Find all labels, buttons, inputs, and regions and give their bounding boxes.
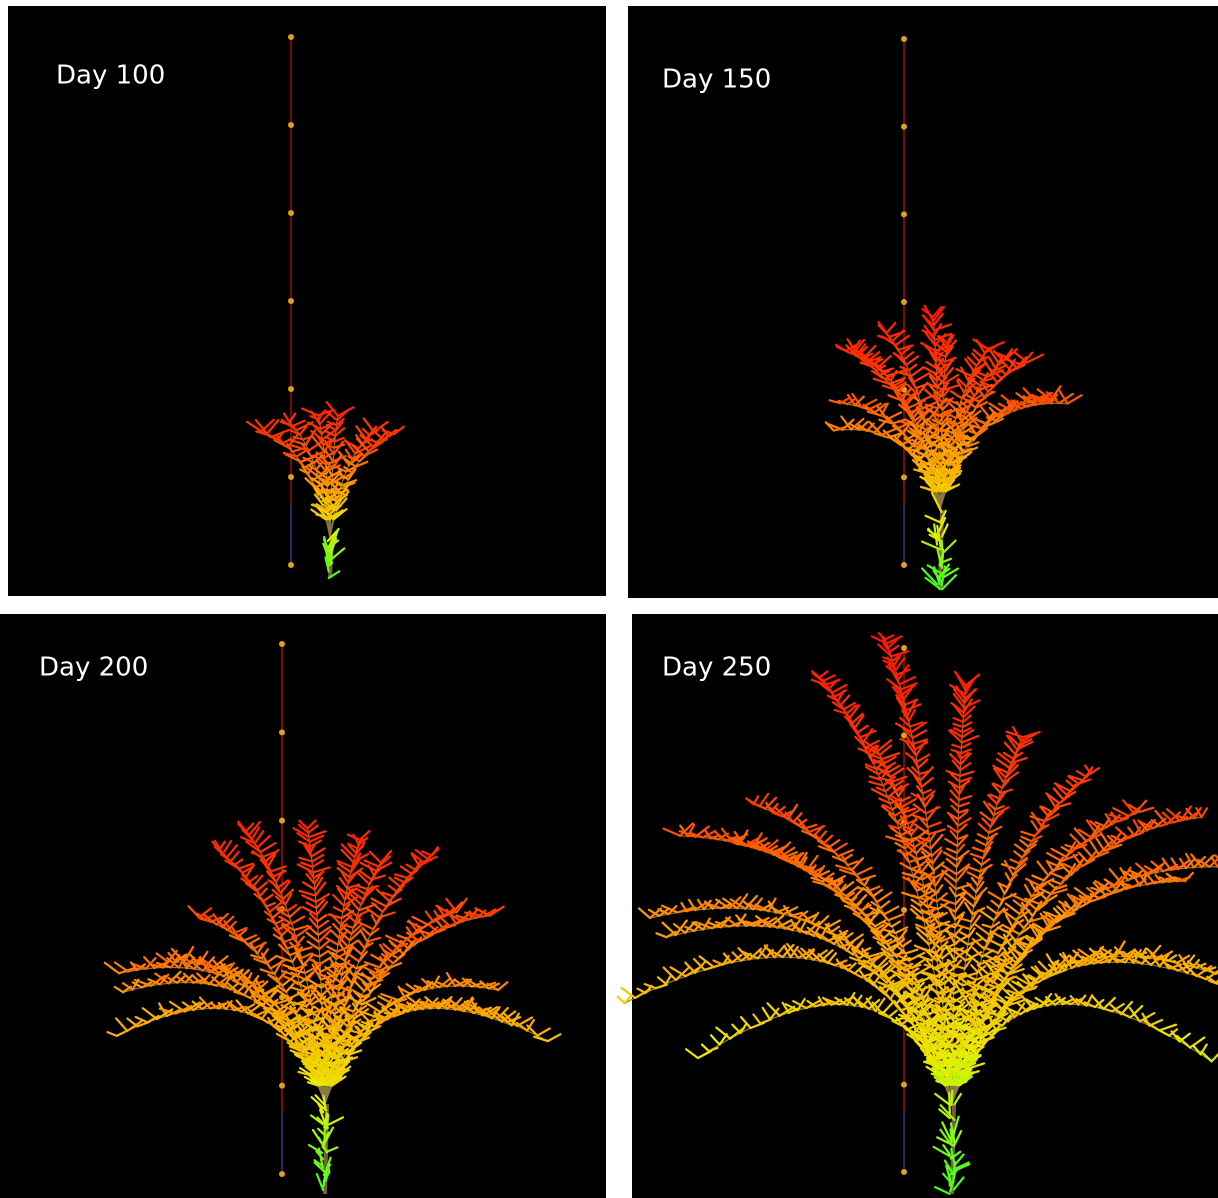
scale-dot — [279, 1083, 285, 1089]
scale-dot — [901, 645, 907, 651]
panel: Day 150 — [628, 6, 1218, 598]
panel-background — [628, 6, 1218, 598]
scale-dot — [901, 562, 907, 568]
panel-label: Day 200 — [39, 653, 148, 683]
scale-dot — [901, 36, 907, 42]
scale-dot — [901, 474, 907, 480]
scale-dot — [279, 1171, 285, 1177]
scale-dot — [901, 907, 907, 913]
figure: Day 100 Day 150 Day 200 Day 250 — [0, 0, 1218, 1198]
scale-dot — [288, 562, 294, 568]
panel-background — [8, 6, 606, 596]
panel-label: Day 250 — [662, 653, 771, 683]
scale-dot — [279, 818, 285, 824]
panel-background — [0, 614, 606, 1198]
scale-dot — [288, 210, 294, 216]
scale-dot — [279, 641, 285, 647]
scale-dot — [901, 299, 907, 305]
plant-leaves — [951, 1129, 953, 1139]
scale-dot — [288, 474, 294, 480]
scale-dot — [288, 122, 294, 128]
scale-dot — [288, 34, 294, 40]
scale-dot — [901, 211, 907, 217]
scale-dot — [279, 729, 285, 735]
plant-leaves — [949, 1093, 950, 1113]
panel-label: Day 100 — [56, 61, 165, 91]
scale-dot — [288, 386, 294, 392]
panel: Day 200 — [0, 614, 606, 1198]
panel: Day 100 — [8, 6, 606, 596]
scale-dot — [901, 732, 907, 738]
scale-dot — [901, 124, 907, 130]
scale-dot — [901, 1169, 907, 1175]
plant-leaves — [327, 1115, 329, 1129]
scale-dot — [901, 1082, 907, 1088]
panel: Day 250 — [618, 614, 1218, 1198]
panel-label: Day 150 — [662, 65, 771, 95]
scale-dot — [288, 298, 294, 304]
page: Day 100 Day 150 Day 200 Day 250 (() => {… — [0, 0, 1218, 1198]
